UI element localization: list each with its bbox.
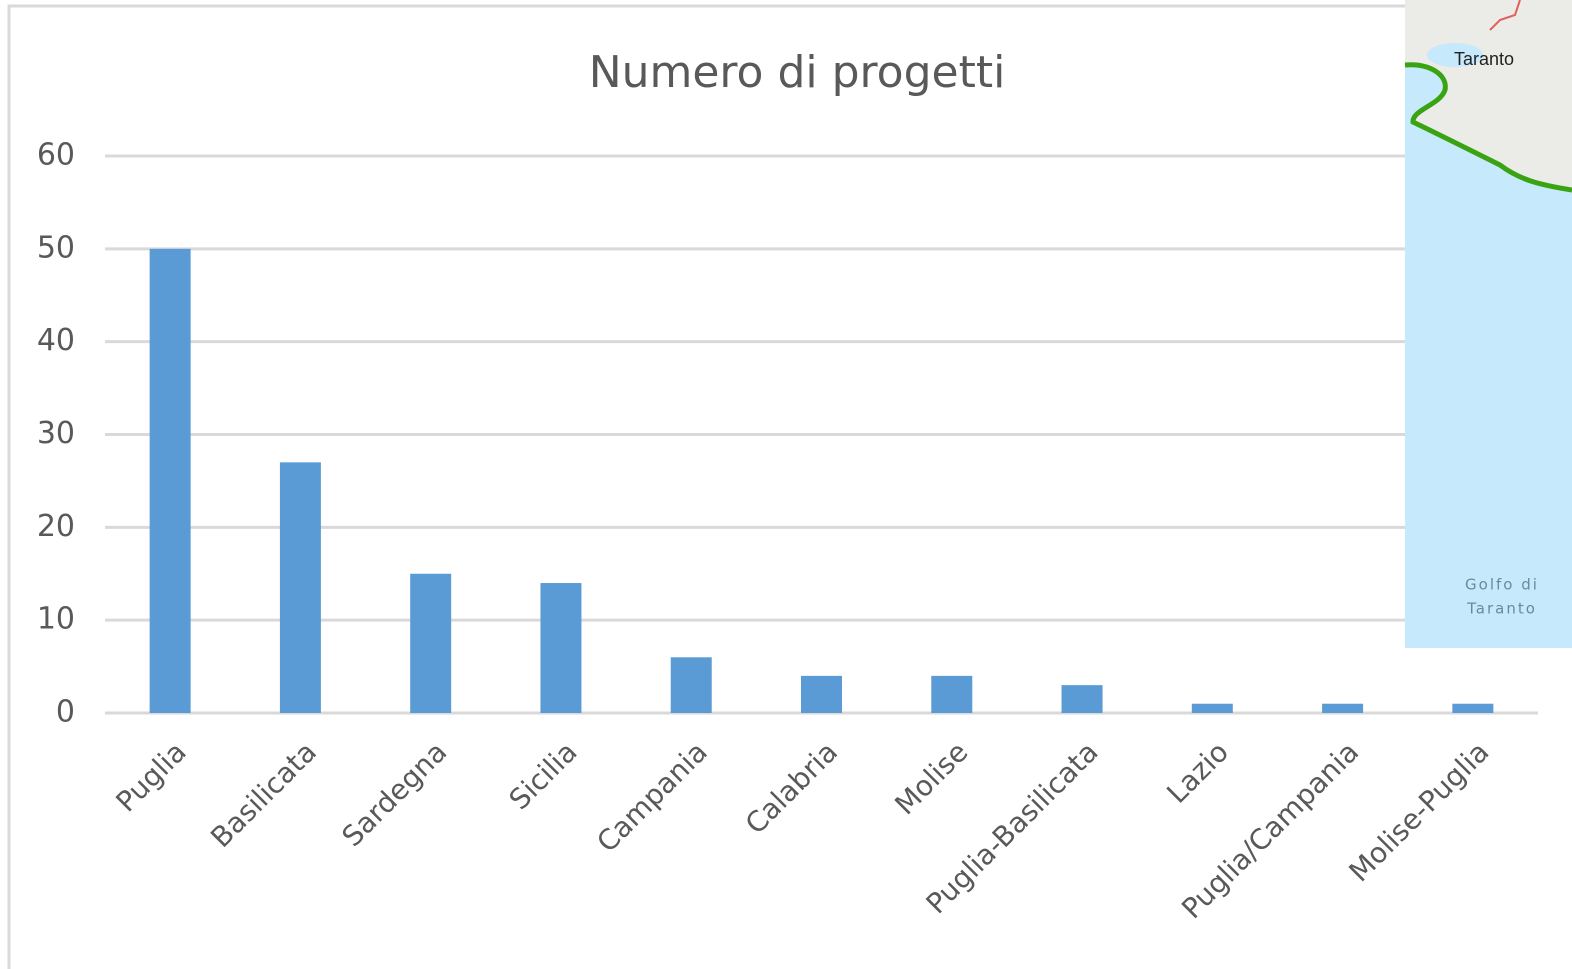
page: Numero di progetti 0102030405060PugliaBa… bbox=[0, 0, 1572, 969]
bar bbox=[1322, 704, 1363, 713]
y-tick-label: 20 bbox=[37, 509, 75, 544]
y-tick-label: 40 bbox=[37, 323, 75, 358]
bar bbox=[280, 462, 321, 713]
chart: Numero di progetti 0102030405060PugliaBa… bbox=[0, 0, 1572, 969]
map-gulf-label: Taranto bbox=[1466, 600, 1537, 618]
bar bbox=[931, 676, 972, 713]
bar bbox=[671, 657, 712, 713]
y-tick-label: 10 bbox=[37, 602, 75, 637]
bar bbox=[1452, 704, 1493, 713]
bar bbox=[410, 574, 451, 713]
bar bbox=[1062, 685, 1103, 713]
map-city-label: Taranto bbox=[1454, 49, 1514, 69]
bar bbox=[540, 583, 581, 713]
y-tick-label: 30 bbox=[37, 416, 75, 451]
y-tick-label: 60 bbox=[37, 138, 75, 173]
y-tick-label: 0 bbox=[56, 695, 75, 730]
map-gulf-label: Golfo di bbox=[1465, 576, 1539, 594]
bar bbox=[150, 249, 191, 713]
bar bbox=[801, 676, 842, 713]
bar bbox=[1192, 704, 1233, 713]
chart-title: Numero di progetti bbox=[589, 47, 1006, 98]
y-tick-label: 50 bbox=[37, 230, 75, 265]
map-overlay: Taranto Golfo di Taranto bbox=[1405, 0, 1572, 648]
